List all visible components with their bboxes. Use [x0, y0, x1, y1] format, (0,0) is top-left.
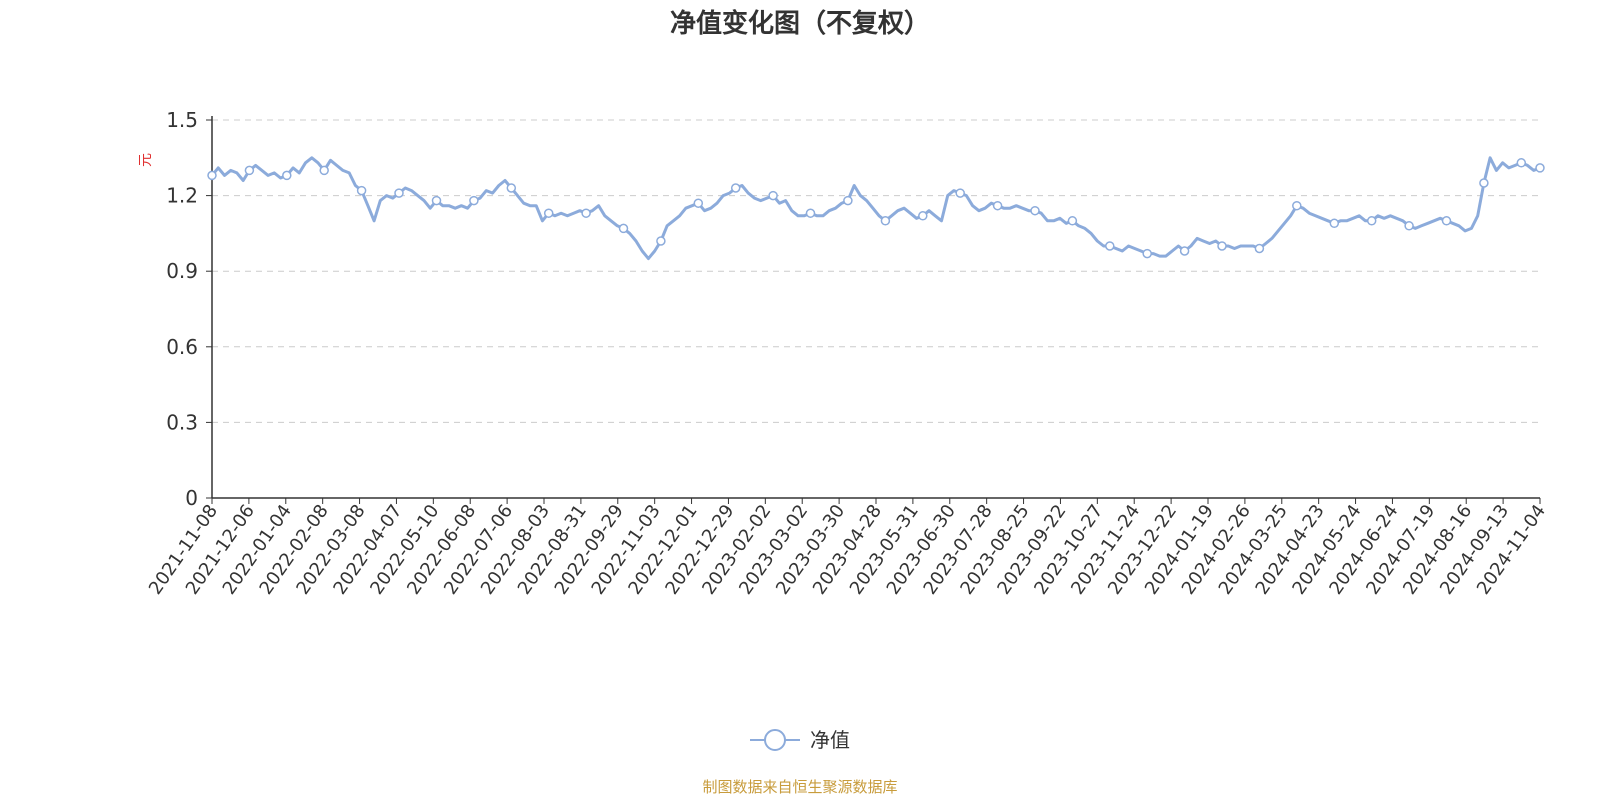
data-point[interactable]	[918, 211, 928, 221]
data-point[interactable]	[1142, 248, 1152, 259]
data-point[interactable]	[1404, 221, 1414, 231]
data-point[interactable]	[693, 198, 704, 208]
data-point[interactable]	[1217, 241, 1227, 251]
data-point[interactable]	[244, 165, 255, 176]
data-point[interactable]	[581, 208, 591, 218]
data-point[interactable]	[1292, 200, 1302, 211]
y-axis-unit-label: 元	[138, 153, 154, 167]
data-point[interactable]	[1105, 241, 1115, 251]
axis-layer: 00.30.60.91.21.52021-11-082021-12-062022…	[145, 108, 1550, 599]
chart-title: 净值变化图（不复权）	[670, 8, 930, 39]
data-point[interactable]	[319, 165, 329, 176]
data-point[interactable]	[730, 183, 741, 193]
legend-circle-marker	[764, 729, 786, 751]
data-point[interactable]	[207, 170, 217, 181]
data-point[interactable]	[1329, 218, 1340, 229]
data-point[interactable]	[656, 236, 666, 246]
legend[interactable]: 净值	[750, 728, 850, 752]
series-line-0	[210, 156, 1541, 261]
data-point[interactable]	[1179, 246, 1190, 256]
data-point[interactable]	[356, 185, 367, 196]
data-point[interactable]	[282, 170, 292, 181]
data-point[interactable]	[1067, 216, 1078, 226]
data-point[interactable]	[1441, 216, 1452, 226]
data-point[interactable]	[1254, 243, 1265, 254]
data-point[interactable]	[394, 188, 404, 198]
data-point[interactable]	[1030, 205, 1040, 216]
data-point[interactable]	[1516, 158, 1527, 168]
data-point[interactable]	[768, 190, 778, 201]
data-point[interactable]	[955, 188, 965, 198]
data-point[interactable]	[992, 200, 1003, 211]
data-source-note: 制图数据来自恒生聚源数据库	[702, 778, 897, 796]
y-tick-label: 0	[185, 486, 198, 510]
legend-label: 净值	[810, 728, 850, 752]
y-tick-label: 0.3	[166, 410, 198, 434]
grid-layer	[212, 119, 1540, 423]
data-point[interactable]	[880, 216, 891, 226]
data-point[interactable]	[1535, 163, 1545, 173]
data-point[interactable]	[543, 208, 554, 218]
y-tick-label: 1.5	[166, 108, 198, 132]
y-tick-label: 0.9	[166, 259, 198, 283]
data-point[interactable]	[1479, 178, 1489, 188]
data-point[interactable]	[618, 223, 629, 234]
series-layer	[207, 156, 1545, 261]
data-point[interactable]	[1366, 216, 1377, 226]
y-tick-label: 1.2	[166, 184, 198, 208]
y-tick-label: 0.6	[166, 335, 198, 359]
data-point[interactable]	[506, 183, 517, 193]
data-point[interactable]	[843, 195, 853, 206]
data-point[interactable]	[805, 208, 816, 218]
data-point[interactable]	[431, 195, 442, 206]
data-point[interactable]	[469, 195, 479, 206]
